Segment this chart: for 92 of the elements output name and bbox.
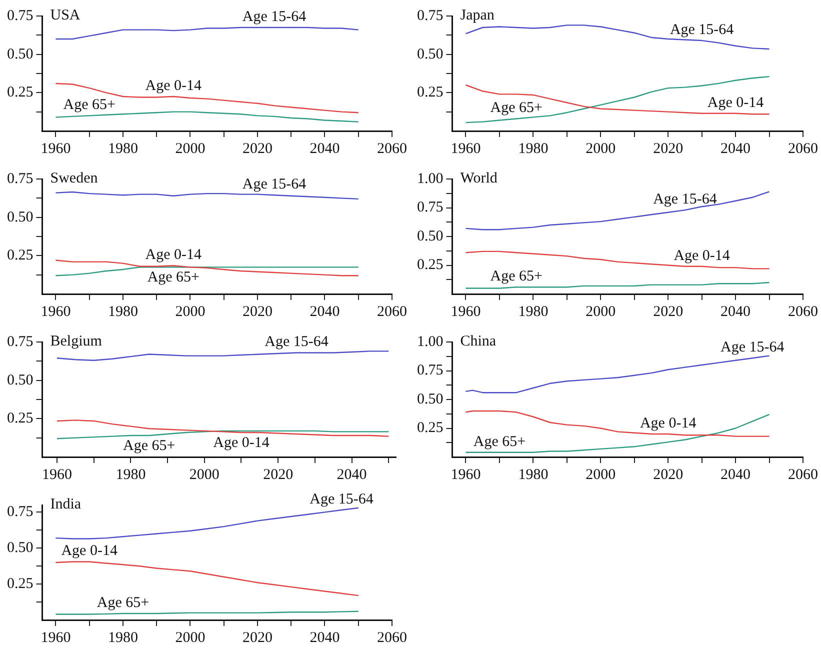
series-label: Age 0-14 [640, 415, 697, 432]
series-label: Age 65+ [473, 434, 526, 450]
x-tick-label: 2000 [586, 140, 616, 157]
series-label: Age 65+ [147, 270, 200, 286]
x-tick-label: 2060 [377, 304, 407, 320]
x-tick-label: 2020 [653, 466, 684, 483]
x-tick-label: 2060 [788, 140, 818, 157]
y-tick-label: 1.00 [417, 170, 444, 187]
x-tick-label: 1980 [108, 304, 138, 320]
x-tick-label: 2000 [586, 466, 616, 483]
y-tick-label: 0.25 [7, 576, 34, 592]
x-tick-label: 2000 [586, 304, 616, 320]
x-tick-label: 2000 [175, 304, 206, 320]
chart-title: Japan [460, 7, 495, 24]
y-tick-label: 0.25 [417, 257, 444, 274]
y-tick-label: 0.75 [7, 170, 34, 187]
x-tick-label: 2040 [336, 466, 367, 483]
x-tick-label: 1960 [450, 140, 481, 157]
series-label: Age 65+ [123, 438, 176, 454]
y-tick-label: 0.75 [417, 200, 444, 216]
x-tick-label: 2060 [377, 630, 407, 646]
x-tick-label: 2060 [788, 304, 818, 320]
x-tick-label: 2020 [653, 140, 684, 157]
y-tick-label: 0.50 [7, 46, 34, 62]
x-tick-label: 2040 [720, 304, 751, 320]
series-label: Age 15-64 [670, 22, 734, 38]
x-tick-label: 2040 [310, 140, 340, 157]
x-tick-label: 1980 [518, 140, 548, 157]
chart-title: China [460, 333, 496, 350]
x-tick-label: 1960 [40, 140, 71, 157]
y-tick-label: 0.25 [7, 248, 34, 264]
series-label: Age 15-64 [264, 334, 329, 350]
series-label: Age 15-64 [720, 340, 785, 356]
series-label: Age 0-14 [61, 543, 118, 560]
y-tick-label: 0.25 [7, 84, 34, 101]
y-tick-label: 0.25 [417, 84, 444, 101]
x-tick-label: 2060 [788, 466, 818, 483]
y-tick-label: 0.50 [417, 228, 444, 244]
x-tick-label: 1980 [116, 466, 146, 483]
y-tick-label: 0.75 [7, 334, 34, 350]
x-tick-label: 1960 [40, 304, 71, 320]
chart-title: Belgium [50, 333, 102, 350]
y-tick-label: 0.50 [417, 391, 444, 408]
x-tick-label: 2020 [242, 630, 272, 646]
x-tick-label: 2060 [377, 140, 407, 157]
x-tick-label: 2020 [242, 304, 272, 320]
series-label: Age 65+ [490, 100, 542, 116]
chart-title: USA [50, 7, 80, 24]
chart-title: World [460, 170, 498, 186]
series-label: Age 15-64 [242, 8, 307, 25]
y-tick-label: 1.00 [417, 334, 444, 350]
x-tick-label: 2020 [263, 466, 294, 483]
x-tick-label: 1960 [40, 630, 71, 646]
series-label: Age 0-14 [707, 94, 764, 111]
x-tick-label: 1980 [108, 140, 138, 157]
series-label: Age 0-14 [674, 248, 730, 264]
y-tick-label: 0.50 [417, 46, 444, 62]
x-tick-label: 1960 [42, 466, 72, 483]
y-tick-label: 0.75 [7, 504, 34, 520]
x-tick-label: 2020 [242, 140, 272, 157]
x-tick-label: 2000 [175, 630, 206, 646]
y-tick-label: 0.75 [417, 8, 444, 24]
x-tick-label: 2040 [720, 466, 751, 483]
series-label: Age 15-64 [310, 491, 374, 508]
x-tick-label: 1980 [518, 304, 548, 320]
x-tick-label: 2040 [310, 304, 340, 320]
series-label: Age 15-64 [653, 191, 718, 208]
y-tick-label: 0.50 [7, 540, 34, 556]
x-tick-label: 2020 [653, 304, 684, 320]
x-tick-label: 2040 [310, 630, 340, 646]
y-tick-label: 0.25 [417, 420, 444, 436]
x-tick-label: 1980 [518, 466, 548, 483]
series-label: Age 65+ [96, 594, 150, 611]
x-tick-label: 2040 [720, 140, 751, 157]
series-label: Age 0-14 [213, 434, 270, 451]
chart-title: Sweden [50, 170, 98, 186]
x-tick-label: 2000 [189, 466, 220, 483]
y-tick-label: 0.75 [7, 8, 34, 24]
x-tick-label: 1980 [108, 630, 138, 646]
y-tick-label: 0.75 [417, 362, 444, 379]
series-label: Age 0-14 [145, 78, 202, 94]
series-label: Age 0-14 [145, 247, 202, 264]
chart-title: India [50, 496, 82, 512]
series-label: Age 15-64 [242, 176, 307, 193]
y-tick-label: 0.50 [7, 372, 34, 388]
y-tick-label: 0.50 [7, 209, 34, 226]
x-tick-label: 2000 [175, 140, 206, 157]
series-label: Age 65+ [63, 97, 116, 114]
x-tick-label: 1960 [450, 466, 481, 483]
x-tick-label: 1960 [450, 304, 481, 320]
series-label: Age 65+ [490, 268, 542, 285]
y-tick-label: 0.25 [7, 410, 34, 427]
